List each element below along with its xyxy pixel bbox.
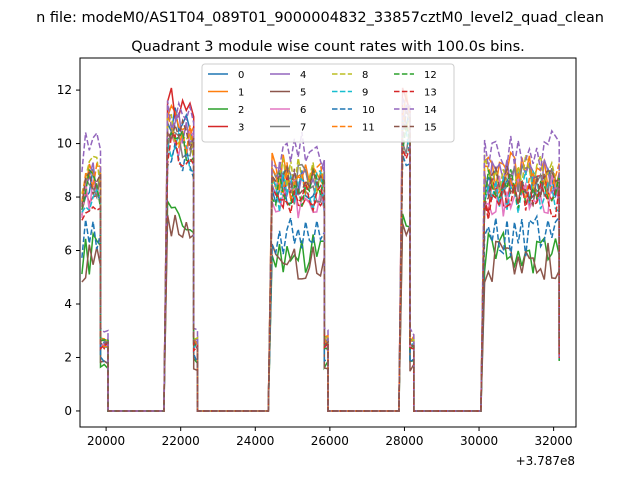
x-tick-label: 24000 xyxy=(236,434,274,448)
legend-entry: 15 xyxy=(424,123,437,134)
y-tick-label: 8 xyxy=(64,190,72,204)
legend-entry: 3 xyxy=(238,123,244,134)
legend-entry: 10 xyxy=(362,105,375,116)
chart-title: Quadrant 3 module wise count rates with … xyxy=(131,39,525,55)
x-tick-label: 26000 xyxy=(311,434,349,448)
series-line-0 xyxy=(81,107,560,412)
y-axis: 0 2 4 6 8 10 12 xyxy=(57,83,80,418)
y-tick-label: 4 xyxy=(64,297,72,311)
series-line-4 xyxy=(81,104,560,412)
legend-entry: 13 xyxy=(424,88,437,99)
series-line-8 xyxy=(81,111,560,412)
x-tick-label: 20000 xyxy=(87,434,125,448)
legend-entry: 5 xyxy=(300,88,306,99)
y-tick-label: 2 xyxy=(64,350,72,364)
legend-entry: 0 xyxy=(238,70,244,81)
legend-entry: 12 xyxy=(424,70,437,81)
plot-lines xyxy=(81,87,560,412)
series-line-14 xyxy=(81,97,560,412)
legend-entry: 7 xyxy=(300,123,306,134)
y-tick-label: 10 xyxy=(57,137,72,151)
plot-frame xyxy=(79,57,577,428)
x-tick-label: 32000 xyxy=(535,434,573,448)
legend-entry: 4 xyxy=(300,70,306,81)
series-line-15 xyxy=(81,109,560,412)
legend-entry: 1 xyxy=(238,88,244,99)
series-line-2 xyxy=(81,198,560,412)
legend-entry: 2 xyxy=(238,105,244,116)
x-tick-label: 28000 xyxy=(385,434,423,448)
x-offset-label: +3.787e8 xyxy=(516,454,575,468)
x-tick-label: 30000 xyxy=(460,434,498,448)
y-tick-label: 0 xyxy=(64,404,72,418)
legend-entry: 6 xyxy=(300,105,306,116)
legend-entry: 14 xyxy=(424,105,437,116)
legend-box xyxy=(201,63,455,143)
legend-entry: 11 xyxy=(362,123,375,134)
y-tick-label: 12 xyxy=(57,83,72,97)
legend-entry: 9 xyxy=(362,88,368,99)
x-tick-label: 22000 xyxy=(162,434,200,448)
chart-suptitle: n file: modeM0/AS1T04_089T01_9000004832_… xyxy=(36,10,604,26)
legend-entry: 8 xyxy=(362,70,368,81)
x-axis: 20000 22000 24000 26000 28000 30000 32000 xyxy=(87,427,573,448)
y-tick-label: 6 xyxy=(64,244,72,258)
